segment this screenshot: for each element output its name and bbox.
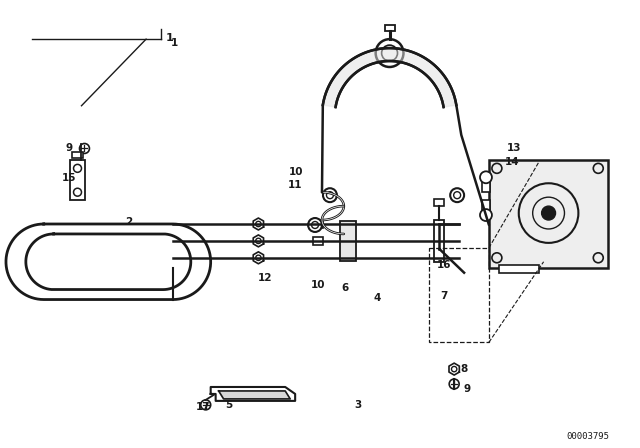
Bar bbox=[385, 25, 394, 31]
Circle shape bbox=[449, 379, 459, 389]
Text: 4: 4 bbox=[374, 293, 381, 302]
Text: 9: 9 bbox=[66, 143, 73, 154]
Bar bbox=[70, 160, 86, 200]
Circle shape bbox=[376, 39, 403, 67]
Text: 17: 17 bbox=[195, 402, 210, 412]
Circle shape bbox=[323, 188, 337, 202]
Bar bbox=[72, 152, 83, 159]
Polygon shape bbox=[323, 48, 456, 107]
Text: 12: 12 bbox=[258, 273, 273, 283]
Text: 3: 3 bbox=[354, 400, 362, 410]
Text: 15: 15 bbox=[62, 173, 77, 183]
Circle shape bbox=[79, 143, 90, 154]
Circle shape bbox=[201, 400, 211, 410]
Circle shape bbox=[450, 188, 464, 202]
Text: 9: 9 bbox=[463, 384, 470, 394]
Circle shape bbox=[480, 171, 492, 183]
Text: 14: 14 bbox=[504, 157, 519, 168]
Text: 13: 13 bbox=[506, 143, 521, 154]
Text: 7: 7 bbox=[440, 291, 448, 301]
Text: 11: 11 bbox=[288, 180, 303, 190]
Circle shape bbox=[308, 218, 322, 232]
Text: 8: 8 bbox=[460, 364, 468, 374]
Text: 2: 2 bbox=[125, 217, 133, 227]
Bar bbox=[499, 265, 539, 273]
Bar bbox=[313, 220, 323, 228]
Text: 16: 16 bbox=[437, 260, 451, 270]
Text: 10: 10 bbox=[289, 167, 303, 177]
Polygon shape bbox=[211, 387, 295, 401]
Text: 1: 1 bbox=[172, 38, 179, 48]
Text: 10: 10 bbox=[311, 280, 325, 289]
Bar bbox=[340, 221, 356, 261]
Text: 00003795: 00003795 bbox=[567, 432, 610, 441]
Text: 5: 5 bbox=[225, 400, 232, 410]
Bar bbox=[435, 199, 444, 206]
Bar bbox=[429, 248, 489, 342]
Bar bbox=[489, 160, 608, 268]
Circle shape bbox=[480, 209, 492, 221]
Bar bbox=[482, 180, 490, 192]
Text: 1: 1 bbox=[166, 33, 173, 43]
Circle shape bbox=[541, 206, 556, 220]
Text: 6: 6 bbox=[341, 283, 348, 293]
Bar bbox=[482, 200, 490, 212]
Bar bbox=[435, 220, 444, 262]
Bar bbox=[313, 237, 323, 245]
Polygon shape bbox=[219, 391, 290, 399]
